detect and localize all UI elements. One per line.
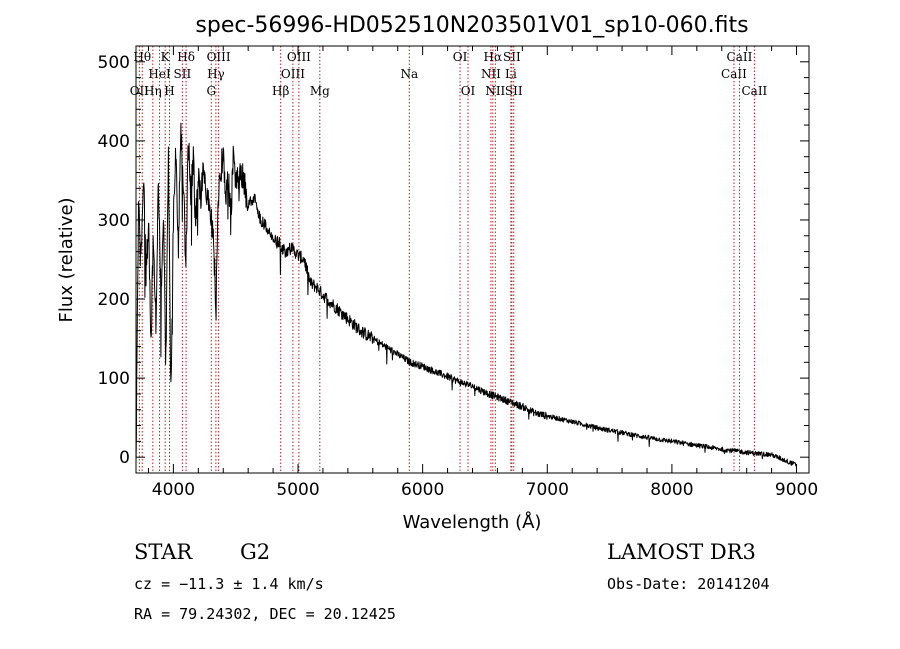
spectral-line-label: NII	[481, 67, 501, 81]
y-tick-label: 200	[98, 290, 130, 310]
spectral-line-label: OIII	[287, 50, 311, 64]
spectral-line-label: Hδ	[177, 50, 195, 64]
spectral-line-label: OIII	[207, 50, 231, 64]
spectral-line-label: Hη	[144, 84, 162, 98]
spectral-line-label: SII	[174, 67, 192, 81]
axis-ticks: 4000 5000 6000 7000 8000 9000 0 100 200 300 400 500	[98, 46, 818, 500]
x-tick-label: 5000	[276, 480, 319, 500]
survey-name: LAMOST DR3	[607, 540, 756, 564]
x-tick-label: 7000	[526, 480, 569, 500]
redshift-value: cz = −11.3 ± 1.4 km/s	[134, 575, 324, 593]
coordinates: RA = 79.24302, DEC = 20.12425	[134, 605, 396, 623]
spectral-line-label: OI	[453, 50, 468, 64]
object-class: STAR	[134, 540, 193, 564]
spectral-line-label: Hα	[484, 50, 503, 64]
obs-date: Obs-Date: 20141204	[607, 575, 770, 593]
y-tick-label: 100	[98, 369, 130, 389]
y-axis-label: Flux (relative)	[56, 197, 77, 322]
y-tick-label: 500	[98, 53, 130, 73]
spectral-line-label: Hθ	[133, 50, 151, 64]
spectral-line-label: Na	[400, 67, 418, 81]
spectral-line-label: OI	[461, 84, 476, 98]
x-tick-label: 6000	[401, 480, 444, 500]
spectral-line-label: Li	[505, 67, 517, 81]
spectral-line-label: OII	[130, 84, 150, 98]
spectral-lines: OIIHθHηHeIKHSIIHδGHγOIIIHβOIIIOIIIMgNaOI…	[130, 46, 768, 473]
spectral-line-label: CaII	[727, 50, 753, 64]
y-tick-label: 300	[98, 211, 130, 231]
x-tick-label: 9000	[775, 480, 818, 500]
spectral-line-label: G	[206, 84, 216, 98]
y-tick-label: 0	[119, 448, 130, 468]
chart-title: spec-56996-HD052510N203501V01_sp10-060.f…	[195, 13, 748, 38]
spectral-line-label: SII	[503, 50, 521, 64]
y-tick-label: 400	[98, 132, 130, 152]
spectral-line-label: H	[164, 84, 174, 98]
spectral-line-label: OIII	[281, 67, 305, 81]
x-tick-label: 4000	[152, 480, 195, 500]
spectral-subclass: G2	[240, 540, 270, 564]
spectral-line-label: Hβ	[272, 84, 289, 98]
spectral-line-label: Hγ	[207, 67, 225, 81]
plot-frame	[135, 45, 810, 474]
series-layer	[135, 122, 797, 467]
spectral-line-label: CaII	[721, 67, 747, 81]
spectral-line-label: HeI	[148, 67, 171, 81]
spectral-line-label: SII	[505, 84, 523, 98]
spectral-line-label: Mg	[310, 84, 330, 98]
spectral-line-label: CaII	[741, 84, 767, 98]
spectral-line-label: K	[161, 50, 171, 64]
spectral-line-label: NII	[485, 84, 505, 98]
x-axis-label: Wavelength (Å)	[403, 511, 542, 533]
x-tick-label: 8000	[650, 480, 693, 500]
series-flux-line	[135, 122, 797, 467]
